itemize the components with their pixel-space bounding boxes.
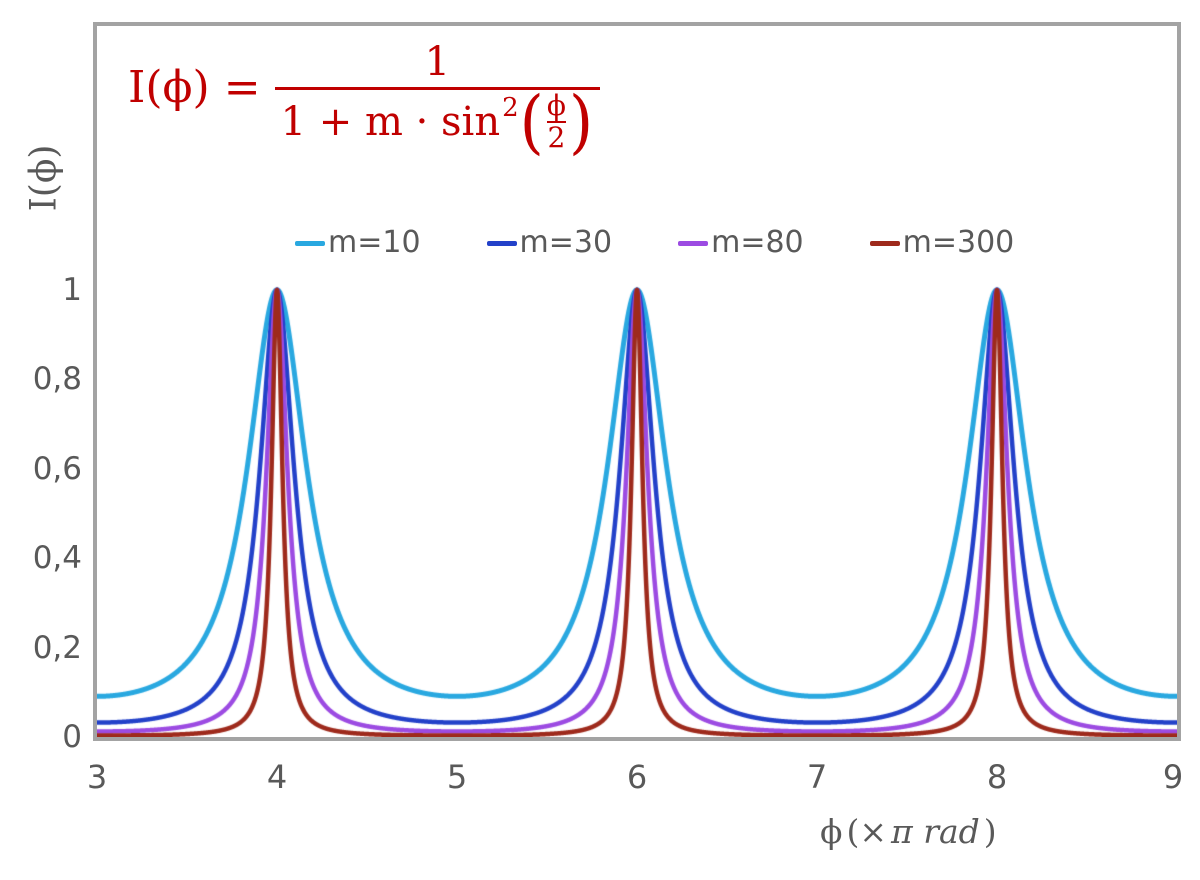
formula-fraction-bar (274, 87, 601, 90)
x-axis-title-symbol: ϕ (820, 812, 843, 851)
legend-label-m300: m=300 (902, 225, 1015, 260)
close-paren: ) (568, 80, 594, 163)
formula-numerator: 1 (424, 39, 451, 85)
inner-denominator: 2 (547, 121, 566, 154)
legend-label-m30: m=30 (519, 225, 613, 260)
x-tick-3: 3 (86, 758, 108, 796)
legend-label-m10: m=10 (328, 225, 421, 260)
formula-fraction: 1 1 + m · sin 2 ( ϕ 2 ) (274, 38, 601, 163)
y-tick-0.8: 0,8 (32, 361, 82, 397)
legend-item-m30: m=30 (486, 225, 613, 260)
curves-canvas (97, 26, 1177, 737)
formula-inner-fraction: ϕ 2 (546, 89, 566, 154)
formula-lhs: I(ϕ) = (128, 62, 261, 113)
y-tick-0.4: 0,4 (32, 540, 82, 576)
legend-item-m80: m=80 (678, 226, 804, 260)
legend-swatch-m30 (486, 240, 517, 246)
x-axis-title: ϕ (× π rad) (820, 812, 1001, 851)
x-tick-8: 8 (986, 758, 1008, 796)
inner-numerator: ϕ (546, 89, 566, 122)
plot-area (93, 22, 1181, 741)
x-axis-title-unit: π rad (891, 812, 980, 851)
formula: I(ϕ) = 1 1 + m · sin 2 ( ϕ 2 ) (128, 38, 601, 163)
legend-swatch-m10 (295, 240, 325, 246)
y-tick-1: 1 (62, 272, 82, 308)
y-tick-0.6: 0,6 (32, 451, 82, 487)
x-axis-title-close: ) (983, 812, 997, 851)
legend-label-m80: m=80 (711, 225, 804, 260)
inner-fraction-bar (546, 121, 566, 123)
x-axis-title-open: (× (846, 812, 888, 851)
legend-swatch-m80 (678, 240, 709, 246)
x-tick-7: 7 (806, 758, 828, 796)
y-tick-0: 0 (62, 719, 82, 755)
formula-denominator-text: 1 + m · sin (280, 99, 501, 145)
x-tick-4: 4 (266, 758, 288, 796)
x-tick-6: 6 (626, 758, 648, 796)
y-tick-0.2: 0,2 (32, 630, 82, 666)
legend: m=10 m=30 m=80 m=300 (295, 226, 1014, 260)
x-tick-9: 9 (1162, 758, 1184, 796)
legend-item-m10: m=10 (295, 226, 421, 260)
formula-denominator: 1 + m · sin 2 ( ϕ 2 ) (280, 80, 594, 163)
legend-item-m300: m=300 (869, 225, 1015, 260)
legend-swatch-m300 (869, 240, 900, 246)
x-tick-5: 5 (446, 758, 468, 796)
y-axis-title: I(ϕ) (23, 144, 65, 212)
open-paren: ( (519, 80, 544, 163)
